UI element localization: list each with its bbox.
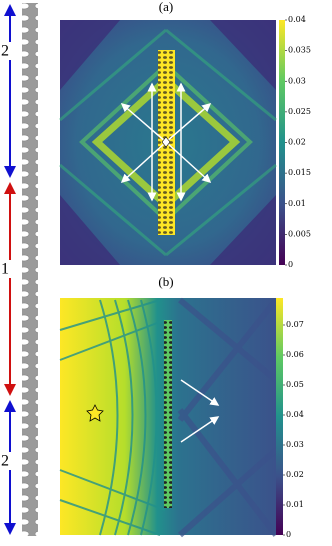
colorbar-tick-label: 0.03	[288, 76, 306, 85]
colorbar-tick-label: 0.03	[286, 440, 304, 449]
colorbar	[279, 20, 285, 265]
colorbar	[276, 298, 283, 535]
colorbar-tick-label: 0.07	[286, 320, 304, 329]
colorbar-tick-label: 0.04	[288, 15, 306, 24]
label-bg	[0, 42, 12, 60]
panel-label: (a)	[159, 0, 173, 14]
segment-label: 2	[1, 43, 9, 60]
panel-label: (b)	[158, 274, 173, 289]
colorbar-tick-label: 0.035	[288, 46, 311, 55]
colorbar-tick-label: 0.05	[286, 380, 304, 389]
segment-label: 1	[1, 261, 9, 278]
segment-label: 2	[1, 453, 9, 470]
label-bg	[0, 452, 12, 470]
colorbar-tick-label: 0.025	[288, 107, 311, 116]
colorbar-tick-label: 0.005	[288, 229, 311, 238]
colorbar-tick-label: 0	[286, 530, 291, 539]
waveguide-holes	[22, 3, 38, 536]
label-bg	[0, 260, 12, 278]
colorbar-tick-label: 0.01	[288, 199, 306, 208]
colorbar-tick-label: 0.02	[286, 470, 304, 479]
heatmap-b	[59, 297, 279, 538]
colorbar-tick-label: 0	[288, 260, 293, 269]
colorbar-tick-label: 0.06	[286, 350, 304, 359]
colorbar-tick-label: 0.02	[288, 138, 306, 147]
colorbar-tick-label: 0.015	[288, 168, 311, 177]
colorbar-tick-label: 0.01	[286, 500, 304, 509]
colorbar-tick-label: 0.04	[286, 410, 304, 419]
heatmap-a	[59, 20, 277, 265]
